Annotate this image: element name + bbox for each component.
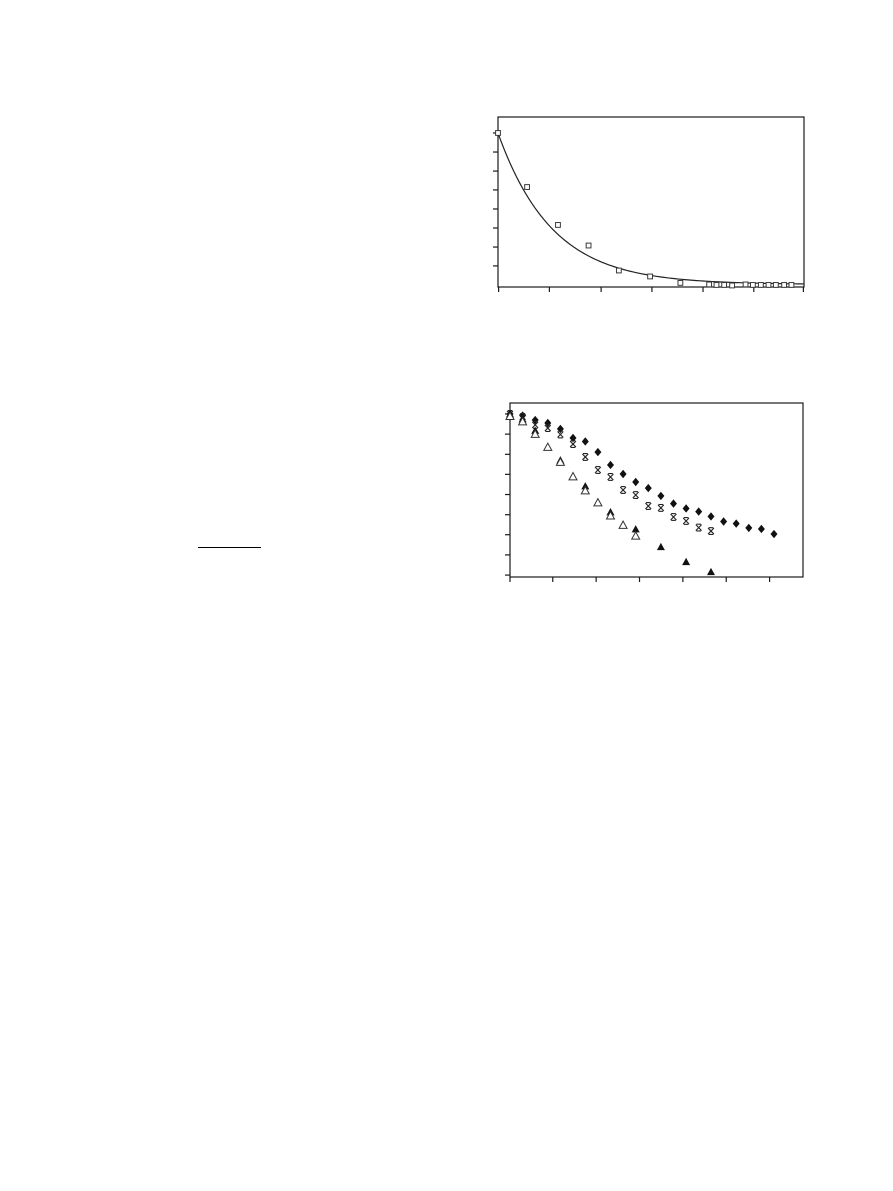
marker-open-triangle — [580, 485, 591, 495]
marker-measured-squares — [713, 282, 720, 288]
marker-measured-squares — [555, 222, 561, 228]
marker-measured-squares — [706, 281, 713, 288]
marker-x-cross — [695, 523, 702, 532]
marker-filled-diamond — [669, 499, 677, 508]
marker-filled-diamond — [657, 491, 665, 501]
marker-filled-diamond — [707, 512, 715, 521]
marker-measured-squares — [765, 282, 772, 288]
marker-open-triangle — [630, 530, 641, 540]
marker-filled-triangle — [631, 525, 640, 533]
chart2-svg — [505, 402, 804, 582]
marker-open-triangle — [568, 471, 578, 481]
marker-filled-triangle — [656, 542, 665, 551]
marker-open-triangle — [505, 411, 515, 420]
plot-frame — [509, 402, 804, 578]
marker-open-triangle — [555, 457, 566, 466]
marker-x-cross — [657, 503, 665, 512]
marker-filled-diamond — [770, 529, 778, 539]
marker-open-triangle — [605, 510, 616, 520]
marker-filled-triangle — [706, 567, 715, 576]
marker-x-cross — [557, 430, 564, 439]
marker-measured-squares — [749, 282, 756, 288]
series-x-cross — [506, 410, 715, 536]
series-measured-squares — [495, 130, 795, 289]
marker-filled-diamond — [581, 437, 589, 446]
marker-filled-triangle — [682, 557, 691, 566]
marker-filled-diamond — [606, 460, 614, 470]
marker-x-cross — [544, 424, 552, 433]
marker-measured-squares — [585, 242, 592, 249]
marker-measured-squares — [615, 267, 622, 274]
marker-filled-diamond — [594, 447, 602, 457]
marker-open-triangle — [593, 497, 603, 507]
marker-filled-diamond — [531, 415, 539, 425]
marker-measured-squares — [772, 282, 779, 288]
marker-x-cross — [682, 517, 690, 525]
fraction-bar-line — [198, 547, 261, 549]
y-axis-ticks — [505, 413, 510, 576]
chart-exponential-decay-fit — [490, 114, 807, 295]
marker-measured-squares — [788, 282, 795, 288]
x-axis-ticks — [509, 577, 771, 582]
marker-filled-diamond — [720, 517, 728, 526]
fit-curve-path — [497, 132, 805, 285]
x-axis-ticks — [498, 287, 804, 292]
marker-measured-squares — [742, 281, 749, 288]
marker-x-cross — [619, 486, 627, 494]
marker-x-cross — [670, 513, 677, 521]
marker-measured-squares — [524, 184, 530, 190]
marker-filled-diamond — [682, 504, 690, 513]
marker-open-triangle — [542, 442, 553, 451]
marker-x-cross — [645, 502, 652, 510]
marker-filled-diamond — [619, 469, 627, 479]
plot-frame — [497, 116, 805, 288]
chart-four-series-decay — [502, 400, 806, 585]
marker-open-triangle — [517, 416, 528, 426]
marker-x-cross — [632, 491, 639, 499]
series-fit-curve — [497, 132, 805, 285]
marker-measured-squares — [757, 282, 764, 288]
marker-open-triangle — [530, 429, 541, 438]
marker-x-cross — [707, 527, 715, 536]
chart1-svg — [493, 116, 805, 292]
marker-measured-squares — [781, 282, 788, 288]
marker-filled-diamond — [745, 523, 753, 533]
marker-measured-squares — [721, 282, 728, 288]
marker-filled-diamond — [757, 524, 765, 534]
series-open-triangle — [505, 411, 641, 540]
y-axis-ticks — [493, 132, 498, 267]
marker-filled-diamond — [569, 433, 577, 443]
marker-x-cross — [607, 473, 614, 481]
marker-filled-diamond — [644, 483, 652, 493]
marker-filled-diamond — [732, 519, 740, 528]
marker-measured-squares — [647, 273, 653, 280]
marker-open-triangle — [618, 520, 628, 529]
marker-filled-diamond — [695, 507, 703, 516]
series-filled-diamond — [506, 409, 778, 539]
marker-measured-squares — [677, 280, 684, 286]
marker-filled-diamond — [556, 424, 564, 434]
marker-measured-squares — [495, 130, 501, 136]
marker-x-cross — [569, 440, 577, 449]
marker-measured-squares — [729, 282, 735, 289]
marker-filled-diamond — [632, 477, 640, 487]
marker-x-cross — [594, 466, 602, 474]
marker-x-cross — [582, 452, 589, 461]
